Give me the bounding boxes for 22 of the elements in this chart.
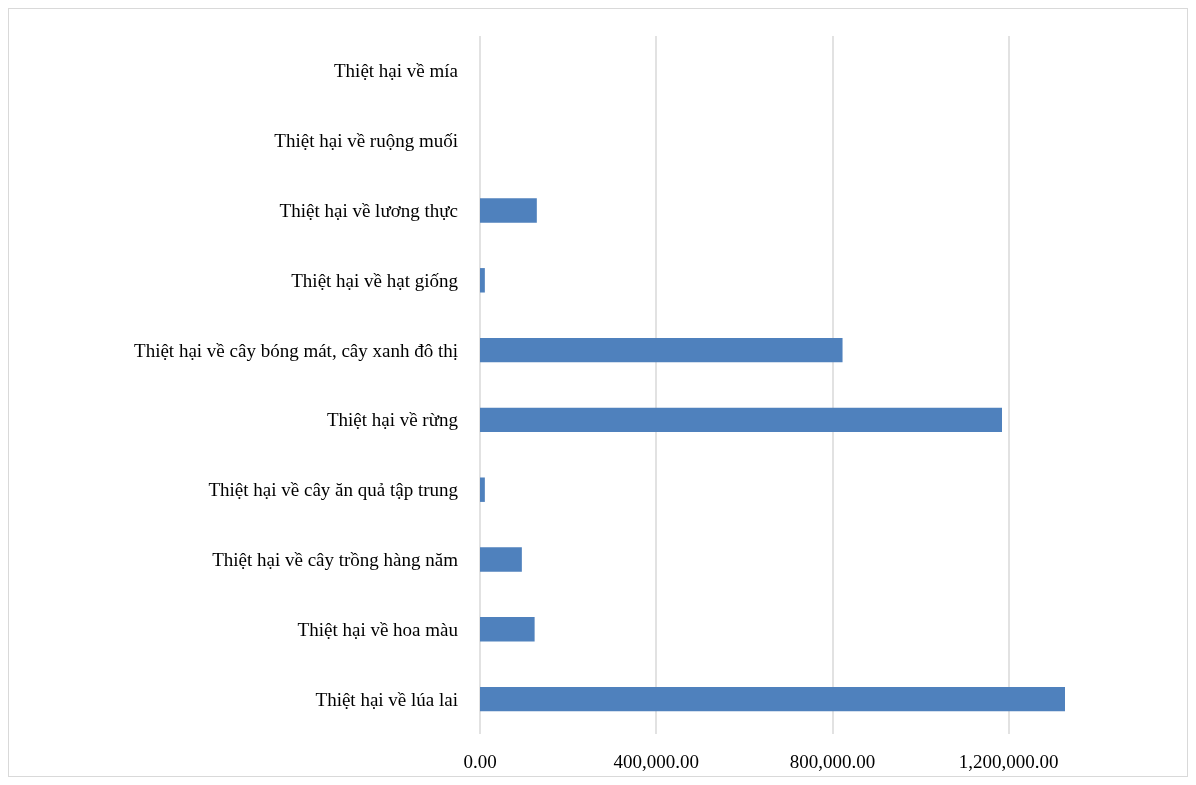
bar <box>480 547 522 572</box>
y-tick-label: Thiệt hại về lúa lai <box>315 688 458 710</box>
x-tick-label: 1,200,000.00 <box>958 751 1059 772</box>
y-tick-label: Thiệt hại về cây trồng hàng năm <box>212 549 459 570</box>
x-tick-label: 400,000.00 <box>613 751 699 772</box>
y-tick-label: Thiệt hại về hoa màu <box>297 618 459 640</box>
bar <box>480 268 485 293</box>
bar <box>480 407 1003 433</box>
bar <box>480 477 485 502</box>
y-tick-label: Thiệt hại về cây ăn quả tập trung <box>208 479 459 501</box>
y-tick-label: Thiệt hại về ruộng muối <box>274 130 458 152</box>
y-tick-label: Thiệt hại về hạt giống <box>291 269 459 291</box>
bar <box>480 686 1065 712</box>
y-tick-label: Thiệt hại về lương thực <box>279 200 458 221</box>
y-tick-label: Thiệt hại về mía <box>334 60 459 82</box>
bar <box>480 337 843 363</box>
y-tick-label: Thiệt hại về rừng <box>326 409 459 431</box>
x-tick-label: 0.00 <box>463 751 497 772</box>
y-tick-label: Thiệt hại về cây bóng mát, cây xanh đô thị <box>134 339 458 361</box>
bar <box>480 617 535 642</box>
x-tick-label: 800,000.00 <box>789 751 876 772</box>
bar <box>480 198 537 223</box>
